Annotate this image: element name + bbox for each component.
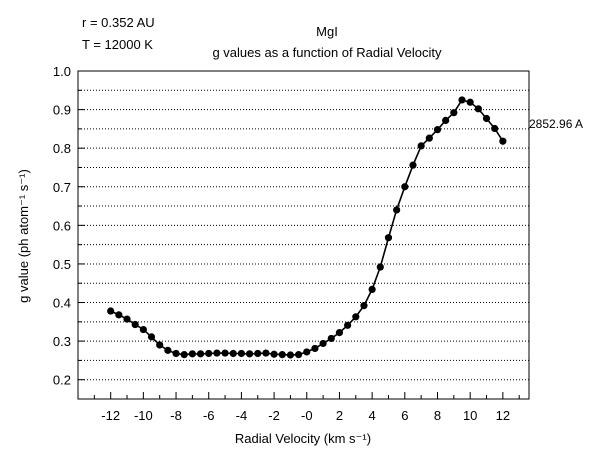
data-point <box>499 137 507 145</box>
data-point <box>474 105 482 113</box>
data-point <box>196 350 205 358</box>
data-point <box>319 339 327 348</box>
x-tick-label: -10 <box>134 408 153 423</box>
data-point <box>360 302 368 310</box>
data-point <box>458 96 466 104</box>
data-point <box>294 351 303 359</box>
data-point <box>172 349 180 358</box>
y-tick-label: 0.9 <box>53 103 71 118</box>
x-tick-label: 2 <box>336 408 343 423</box>
data-point <box>270 350 278 358</box>
data-point <box>278 351 286 359</box>
annotation-temperature: T = 12000 K <box>82 37 153 52</box>
data-point <box>115 311 123 319</box>
x-tick-label: -6 <box>203 408 215 423</box>
x-tick-label: -2 <box>268 408 280 423</box>
y-tick-label: 0.4 <box>53 296 71 311</box>
data-point <box>311 344 319 353</box>
data-point <box>417 142 425 150</box>
series-label: 2852.96 A <box>529 117 583 131</box>
data-point <box>205 349 213 358</box>
data-point <box>147 333 156 341</box>
data-point <box>262 349 270 357</box>
x-tick-label: 12 <box>496 408 510 423</box>
x-tick-label: -0 <box>301 408 313 423</box>
data-point <box>352 313 360 321</box>
data-point <box>303 348 311 356</box>
y-axis-label: g value (ph atom⁻¹ s⁻¹) <box>16 169 31 303</box>
y-tick-label: 0.6 <box>53 218 71 233</box>
x-tick-label: -4 <box>236 408 248 423</box>
data-point <box>237 349 246 358</box>
data-point <box>409 161 417 169</box>
data-point <box>393 206 401 214</box>
data-point <box>344 321 352 329</box>
data-point <box>156 341 164 349</box>
data-point <box>450 109 458 117</box>
data-point <box>139 325 147 334</box>
x-axis: -12 -10 -8 -6 -4 -2 -0 2 4 6 8 10 12 <box>93 392 520 423</box>
chart-title: MgI <box>316 24 338 39</box>
data-point <box>491 124 499 133</box>
y-tick-label: 0.3 <box>53 334 71 349</box>
data-point <box>123 315 131 323</box>
series-points <box>107 96 507 359</box>
data-point <box>433 126 442 134</box>
gridlines <box>78 89 529 381</box>
y-tick-label: 0.5 <box>53 257 71 272</box>
x-axis-label: Radial Velocity (km s⁻¹) <box>235 431 371 446</box>
series-line <box>110 98 504 356</box>
data-point <box>401 183 409 191</box>
data-point <box>376 263 384 271</box>
y-tick-label: 0.7 <box>53 180 71 195</box>
y-tick-label: 0.2 <box>53 373 71 388</box>
data-point <box>442 116 450 124</box>
x-tick-label: 6 <box>401 408 408 423</box>
data-point <box>425 134 433 142</box>
x-tick-label: -8 <box>170 408 182 423</box>
data-point <box>213 349 221 357</box>
data-point <box>131 320 139 329</box>
data-point <box>188 350 196 358</box>
data-point <box>221 349 229 357</box>
data-point <box>229 349 237 358</box>
x-tick-label: -12 <box>101 408 120 423</box>
data-point <box>245 350 254 358</box>
y-tick-label: 0.8 <box>53 141 71 156</box>
data-point <box>384 234 393 242</box>
data-point <box>164 346 172 354</box>
data-point <box>466 98 474 106</box>
plot-frame <box>77 70 530 400</box>
chart-subtitle: g values as a function of Radial Velocit… <box>212 45 442 60</box>
data-point <box>254 349 262 358</box>
y-axis: 0.2 0.3 0.4 0.5 0.6 0.7 0.8 0.9 1.0 <box>53 64 85 400</box>
data-point <box>180 351 188 359</box>
x-tick-label: 10 <box>463 408 477 423</box>
data-point <box>327 334 335 343</box>
annotation-radius: r = 0.352 AU <box>82 15 155 30</box>
data-point <box>482 114 491 123</box>
data-point <box>335 329 344 337</box>
data-point <box>368 285 376 294</box>
data-point <box>286 351 295 359</box>
data-point <box>107 307 115 315</box>
y-tick-label: 1.0 <box>53 64 71 79</box>
x-tick-label: 4 <box>369 408 376 423</box>
x-tick-label: 8 <box>434 408 441 423</box>
